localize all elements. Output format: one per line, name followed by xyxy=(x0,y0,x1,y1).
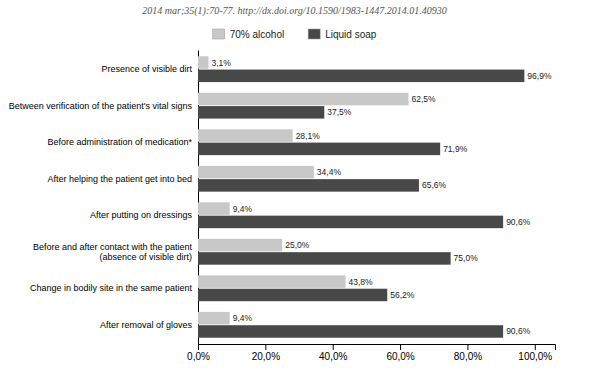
x-tick-label: 100,0% xyxy=(518,351,552,362)
data-label: 3,1% xyxy=(211,58,231,68)
y-tick: Before and after contact with the patien… xyxy=(33,241,193,261)
data-label: 34,4% xyxy=(317,167,342,177)
data-labels: 3,1% 62,5% 28,1% 34,4% 9,4% 25,0% 43,8% 9,4% 96,… xyxy=(211,58,551,337)
bar xyxy=(198,325,503,337)
bar xyxy=(198,93,408,105)
bar xyxy=(198,275,346,287)
x-tick-label: 40,0% xyxy=(319,351,347,362)
x-tick: 20,0% xyxy=(252,344,280,362)
data-label: 71,9% xyxy=(443,144,468,154)
data-label: 9,4% xyxy=(233,313,253,323)
y-tick-label: Between verification of the patient's vi… xyxy=(9,101,193,111)
y-tick: Change in bodily site in the same patien… xyxy=(30,283,193,293)
legend-item: Liquid soap xyxy=(308,29,377,40)
data-label: 75,0% xyxy=(454,253,479,263)
subtitle: 2014 mar;35(1):70-77. http://dx.doi.org/… xyxy=(142,5,446,17)
data-label: 90,6% xyxy=(506,217,531,227)
y-tick-label: After putting on dressings xyxy=(90,210,193,220)
legend-swatch xyxy=(213,29,225,39)
legend-label: Liquid soap xyxy=(325,29,377,40)
bar xyxy=(198,166,314,178)
y-tick: Between verification of the patient's vi… xyxy=(9,101,193,111)
x-tick-mark xyxy=(265,344,266,350)
x-tick-label: 80,0% xyxy=(454,351,482,362)
y-tick: Before administration of medication* xyxy=(47,137,192,147)
data-label: 37,5% xyxy=(327,107,352,117)
x-axis: 0,0% 20,0% 40,0% 60,0% 80,0% 100,0% xyxy=(187,344,555,362)
x-tick-label: 60,0% xyxy=(386,351,414,362)
x-tick-mark xyxy=(198,344,199,350)
bar xyxy=(198,312,230,324)
x-axis-line xyxy=(199,345,556,351)
y-axis: Presence of visible dirt Between verifica… xyxy=(9,51,199,345)
y-tick: After removal of gloves xyxy=(100,320,193,330)
data-label: 9,4% xyxy=(233,204,253,214)
bar xyxy=(198,70,524,82)
x-tick-mark xyxy=(467,344,468,350)
x-tick-mark xyxy=(333,344,334,350)
data-label: 28,1% xyxy=(296,131,321,141)
y-tick-label: Before administration of medication* xyxy=(47,137,192,147)
x-tick: 40,0% xyxy=(319,344,347,362)
chart: 2014 mar;35(1):70-77. http://dx.doi.org/… xyxy=(0,0,589,370)
legend-item: 70% alcohol xyxy=(213,29,284,40)
bar xyxy=(198,179,419,191)
x-tick-mark xyxy=(535,344,536,350)
legend-label: 70% alcohol xyxy=(230,29,284,40)
bar xyxy=(198,252,451,264)
y-tick: Presence of visible dirt xyxy=(101,64,192,74)
x-tick: 60,0% xyxy=(386,344,414,362)
y-tick-label: After removal of gloves xyxy=(100,320,193,330)
data-label: 25,0% xyxy=(285,240,310,250)
x-tick-label: 0,0% xyxy=(187,351,210,362)
data-label: 96,9% xyxy=(527,71,552,81)
y-tick-label: After helping the patient get into bed xyxy=(47,174,192,184)
bar xyxy=(198,129,293,141)
legend: 70% alcohol Liquid soap xyxy=(213,29,377,40)
data-label: 62,5% xyxy=(411,94,436,104)
bar xyxy=(198,216,503,228)
data-label: 56,2% xyxy=(390,290,415,300)
bar xyxy=(198,106,324,118)
x-tick: 80,0% xyxy=(454,344,482,362)
bar xyxy=(198,289,387,301)
x-tick: 100,0% xyxy=(518,344,552,362)
bar xyxy=(198,56,208,68)
y-tick-label: Change in bodily site in the same patien… xyxy=(30,283,193,293)
bar xyxy=(198,143,440,155)
x-tick-mark xyxy=(400,344,401,350)
bar xyxy=(198,239,282,251)
y-tick-label: Presence of visible dirt xyxy=(101,64,192,74)
data-label: 43,8% xyxy=(349,277,374,287)
y-tick: After putting on dressings xyxy=(90,210,193,220)
bar xyxy=(198,202,230,214)
y-tick: After helping the patient get into bed xyxy=(47,174,192,184)
x-tick-label: 20,0% xyxy=(252,351,280,362)
legend-swatch xyxy=(308,29,320,39)
data-label: 90,6% xyxy=(506,326,531,336)
y-tick-label: Before and after contact with the patien… xyxy=(33,241,193,261)
x-tick: 0,0% xyxy=(187,344,210,362)
bars xyxy=(198,56,524,337)
data-label: 65,6% xyxy=(422,180,447,190)
